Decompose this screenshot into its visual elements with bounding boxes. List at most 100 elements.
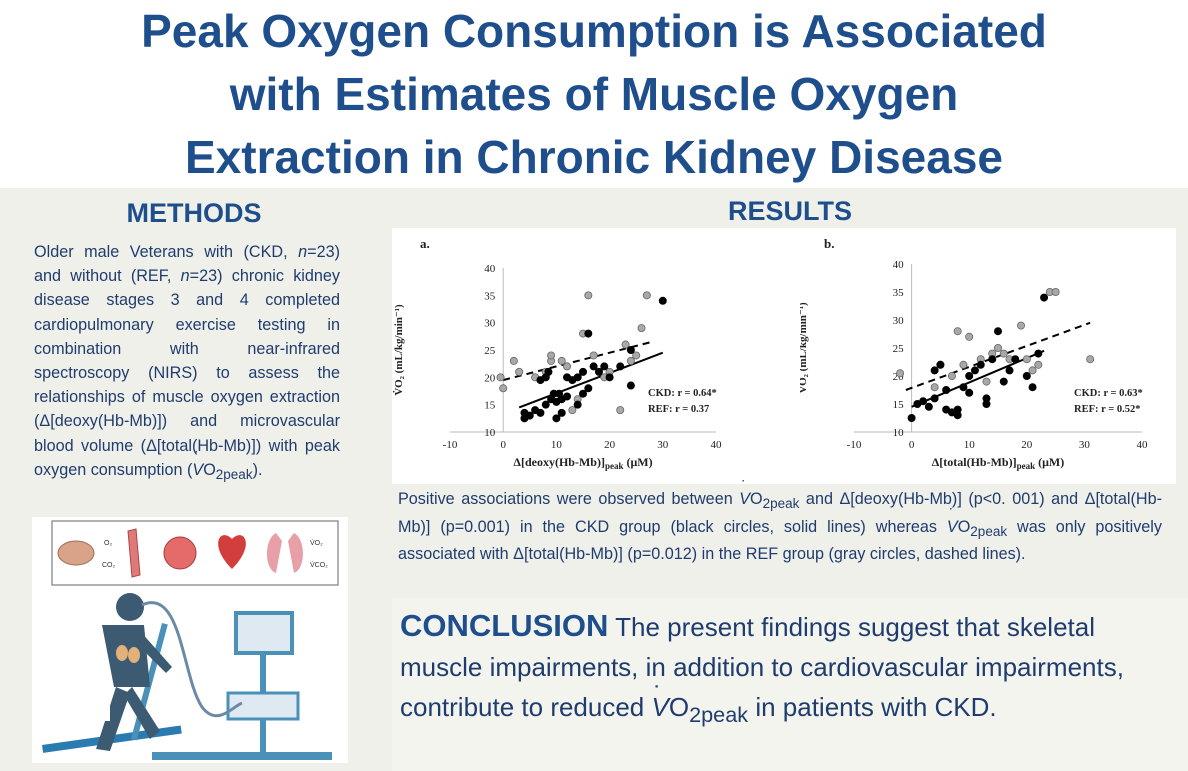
illustration-svg: O₂ CO₂ V̇O₂ V̇CO₂ — [42, 520, 339, 760]
chart-a-ckd-point — [573, 373, 582, 382]
chart-b-annotation: CKD: r = 0.63* — [1074, 388, 1143, 399]
chart-b-ckd-point — [1005, 366, 1014, 375]
treadmill-belt — [152, 752, 332, 760]
conclusion-box — [392, 598, 1188, 771]
chart-a-ckd-point — [600, 362, 609, 371]
chart-b-ckd-point — [936, 360, 945, 369]
chart-a-ref-point — [621, 340, 630, 349]
chart-b-y-tick-label: 40 — [893, 259, 905, 271]
blood-cell-icon — [163, 536, 197, 570]
vco2-label: V̇CO₂ — [310, 561, 328, 569]
chart-b-ref-point — [1051, 288, 1060, 297]
vessel-icon — [127, 528, 141, 578]
chart-b-ref-point — [959, 360, 968, 369]
methods-v-symbol: V — [192, 446, 203, 482]
chart-b-ckd-point — [1022, 371, 1031, 380]
results-v-symbol: V — [739, 476, 750, 512]
conclusion-o: O — [668, 692, 690, 722]
kidney-icon-2 — [128, 647, 140, 663]
chart-a-ckd-point — [626, 346, 635, 355]
chart-a-x-tick-label: 20 — [604, 439, 616, 451]
chart-a-ckd-point — [563, 392, 572, 401]
chart-a-ckd-point — [584, 384, 593, 393]
results-text-3: was only positively associated with Δ[to… — [398, 517, 1162, 564]
mask-tube — [141, 601, 243, 718]
arm-icon — [136, 631, 172, 673]
chart-b-ref-point — [1028, 366, 1037, 375]
chart-a-ref-point — [642, 291, 651, 300]
chart-a-ckd-point — [557, 408, 566, 417]
chart-b-x-tick-label: 10 — [964, 439, 976, 451]
chart-b-x-tick-label: 0 — [909, 439, 915, 451]
chart-b-ref-point — [965, 332, 974, 341]
chart-b-x-tick-label: -10 — [847, 439, 862, 451]
chart-a-ref-point — [563, 362, 572, 371]
chart-b-svg: b. -10 0 10 20 30 40 10 15 20 25 30 35 40 Δ[total(Hb-M… — [800, 236, 1149, 471]
chart-a-ckd-point — [536, 408, 545, 417]
chart-b-panel-label: b. — [824, 236, 834, 251]
chart-a-x-tick-label: 0 — [500, 439, 506, 451]
chart-a-x-tick-label: -10 — [443, 439, 458, 451]
methods-sub: 2peak — [215, 467, 253, 483]
chart-b-x-tick-label: 40 — [1137, 439, 1149, 451]
chart-a-ckd-point — [594, 367, 603, 376]
chart-a-ref-point — [568, 406, 577, 415]
chart-a-ref-point — [632, 351, 641, 360]
chart-b-ref-fit-line — [905, 321, 1091, 391]
muscle-icon — [57, 540, 95, 566]
chart-a-ref-point — [496, 373, 505, 382]
results-sub-2: 2peak — [970, 523, 1008, 539]
methods-text-a: Older male Veterans with (CKD, — [34, 243, 299, 261]
chart-b-ckd-point — [907, 413, 916, 422]
title-line-1: Peak Oxygen Consumption is Associated — [141, 5, 1047, 57]
lungs-icon — [267, 533, 303, 573]
results-v-symbol-2: V — [947, 504, 958, 540]
chart-b-ref-point — [982, 377, 991, 386]
chart-a-ckd-point — [584, 329, 593, 338]
chart-b-ref-point — [930, 383, 939, 392]
chart-b-ckd-point — [965, 371, 974, 380]
chart-b-ref-point — [1086, 355, 1095, 364]
chart-a-svg: a. -10 0 10 20 30 40 10 15 20 25 30 35 40 Δ[deoxy(Hb-M… — [392, 236, 722, 471]
chart-b-ckd-point — [930, 366, 939, 375]
chart-a-x-tick-label: 30 — [657, 439, 669, 451]
chart-a-y-tick-label: 10 — [484, 427, 496, 439]
conclusion-sub: 2peak — [689, 702, 749, 728]
chart-b-ckd-point — [1011, 355, 1020, 364]
chart-a-y-tick-label: 35 — [484, 290, 496, 302]
chart-b-y-tick-label: 15 — [893, 399, 905, 411]
chart-a-ckd-point — [573, 400, 582, 409]
chart-a-annotation: REF: r = 0.37 — [648, 404, 709, 415]
chart-a-panel-label: a. — [420, 236, 430, 251]
chart-a-ckd-point — [658, 296, 667, 305]
chart-a-panel: a. -10 0 10 20 30 40 10 15 20 25 30 35 40 Δ[deoxy(Hb-M… — [392, 228, 800, 484]
chart-a-ref-point — [616, 406, 625, 415]
head-icon — [116, 593, 144, 621]
chart-a-ckd-point — [544, 367, 553, 376]
chart-a-ref-point — [557, 356, 566, 365]
chart-b-ckd-point — [976, 360, 985, 369]
chart-b-ckd-point — [919, 397, 928, 406]
chart-a-ckd-point — [605, 373, 614, 382]
methods-o: O — [203, 460, 216, 479]
chart-a-ref-point — [515, 367, 524, 376]
chart-b-panel: b. -10 0 10 20 30 40 10 15 20 25 30 35 40 Δ[total(Hb-M… — [800, 228, 1176, 484]
chart-b-ckd-point — [1034, 349, 1043, 358]
results-o-2: O — [957, 517, 971, 536]
chart-b-annotation: REF: r = 0.52* — [1074, 404, 1140, 415]
leg-back-icon — [96, 687, 130, 751]
chart-a-ref-fit-line — [502, 340, 653, 382]
chart-b-y-tick-label: 35 — [893, 287, 905, 299]
sensor-icon — [102, 705, 110, 721]
chart-a-ckd-point — [552, 414, 561, 423]
chart-a-ref-point — [589, 351, 598, 360]
results-text: Positive associations were observed betw… — [398, 476, 1162, 567]
methods-heading: METHODS — [126, 198, 262, 228]
chart-b-ref-point — [1022, 355, 1031, 364]
chart-b-ckd-point — [965, 388, 974, 397]
cart-stand — [260, 719, 266, 755]
chart-a-y-tick-label: 25 — [484, 345, 496, 357]
chart-a-x-axis-label: Δ[deoxy(Hb-Mb)]peak (μM) — [513, 455, 652, 471]
co2-label: CO₂ — [102, 562, 116, 569]
chart-a-ref-point — [584, 291, 593, 300]
